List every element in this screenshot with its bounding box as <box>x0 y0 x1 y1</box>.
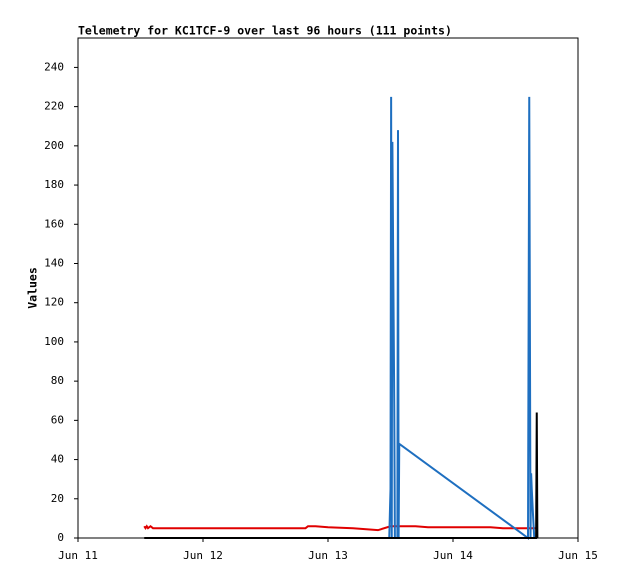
series-line <box>388 96 536 540</box>
y-tick-label: 60 <box>51 413 64 426</box>
x-tick-label: Jun 13 <box>308 549 348 562</box>
y-tick-label: 20 <box>51 492 64 505</box>
chart-title: Telemetry for KC1TCF-9 over last 96 hour… <box>78 24 452 38</box>
series-line <box>143 524 537 532</box>
y-axis-label: Values <box>26 267 40 309</box>
x-tick-label: Jun 15 <box>558 549 598 562</box>
y-tick-label: 140 <box>44 256 64 269</box>
y-tick-label: 180 <box>44 178 64 191</box>
x-tick-label: Jun 11 <box>58 549 98 562</box>
y-tick-label: 40 <box>51 453 64 466</box>
y-tick-label: 100 <box>44 335 64 348</box>
y-tick-label: 220 <box>44 100 64 113</box>
y-tick-label: 80 <box>51 374 64 387</box>
x-tick-label: Jun 14 <box>433 549 473 562</box>
y-tick-label: 200 <box>44 139 64 152</box>
y-tick-label: 240 <box>44 60 64 73</box>
y-tick-label: 120 <box>44 296 64 309</box>
x-tick-label: Jun 12 <box>183 549 223 562</box>
y-tick-label: 0 <box>57 531 64 544</box>
y-tick-label: 160 <box>44 217 64 230</box>
series-line <box>144 412 539 539</box>
